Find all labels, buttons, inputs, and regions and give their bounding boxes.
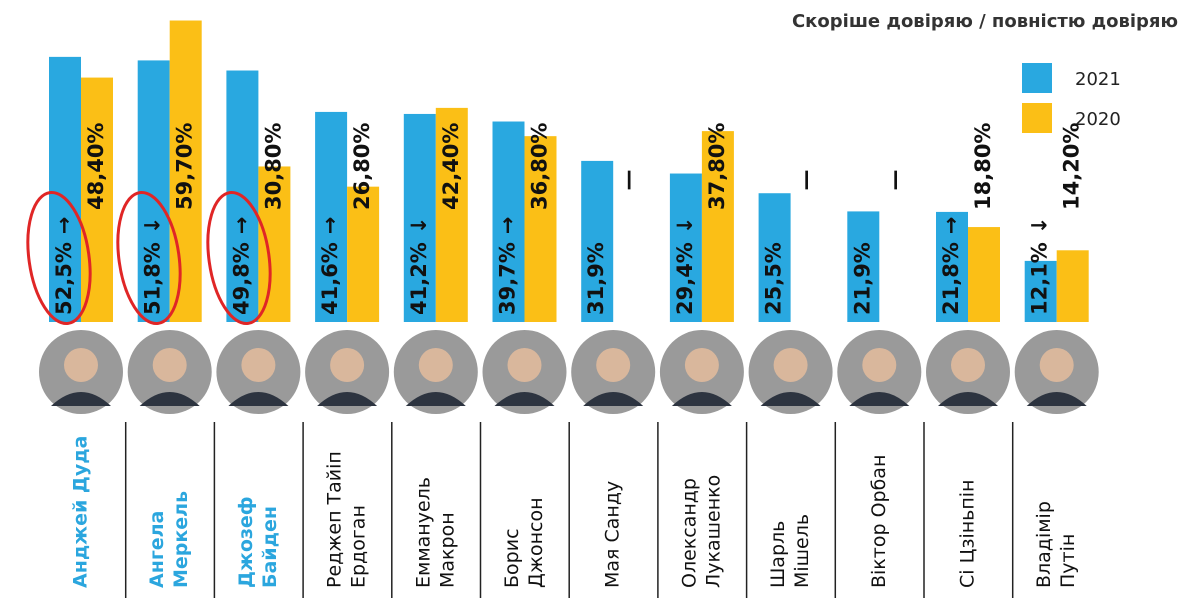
value-label-text: 41,2% (407, 242, 431, 315)
value-label: 48,40% (84, 123, 108, 210)
value-label-text: 21,9% (850, 242, 874, 315)
category-label: Еммануель (412, 477, 434, 588)
chart-title: Скоріше довіряю / повністю довіряю (792, 11, 1178, 32)
value-label: 25,5% (762, 242, 786, 315)
value-label-text: 12,1% (1028, 242, 1052, 315)
trend-arrow: → (229, 217, 253, 235)
portrait-face (774, 348, 808, 382)
value-label: 31,9% (584, 242, 608, 315)
value-label: 51,8% ↓ (141, 217, 165, 315)
bar (968, 227, 1000, 322)
value-label: 52,5% → (52, 217, 76, 315)
portrait-face (419, 348, 453, 382)
category-label: Владімір (1033, 501, 1055, 588)
chart: Скоріше довіряю / повністю довіряю 2021 2… (0, 0, 1183, 598)
legend-swatch (1022, 103, 1052, 133)
portrait-face (596, 348, 630, 382)
value-label: 30,80% (261, 123, 285, 210)
value-label: 41,2% ↓ (407, 217, 431, 315)
category-label: Ангела (146, 511, 168, 588)
category-label: Мая Санду (602, 481, 624, 588)
category-label: Байден (259, 506, 281, 588)
value-label: 37,80% (705, 123, 729, 210)
value-label: 18,80% (971, 123, 995, 210)
portrait-face (241, 348, 275, 382)
portrait-face (1040, 348, 1074, 382)
value-label-text: 41,6% (318, 242, 342, 315)
trend-arrow: ↓ (1028, 217, 1052, 235)
category-label: Анджей Дуда (70, 436, 92, 588)
trend-arrow: → (318, 217, 342, 235)
trend-arrow: → (52, 217, 76, 235)
category-label: Сі Цзіньпін (957, 480, 979, 588)
category-label: Віктор Орбан (868, 455, 890, 588)
category-label: Реджеп Тайіп (324, 451, 346, 588)
trend-arrow: ↓ (141, 217, 165, 235)
value-label: 21,9% (850, 242, 874, 315)
portrait-face (951, 348, 985, 382)
trend-arrow: → (496, 217, 520, 235)
portrait-face (64, 348, 98, 382)
value-label: — (616, 170, 640, 191)
value-label: — (794, 170, 818, 191)
category-label: Путін (1057, 534, 1079, 588)
value-label: 59,70% (173, 123, 197, 210)
category-label: Меркель (170, 491, 192, 588)
value-label-text: 29,4% (673, 242, 697, 315)
value-label-text: 39,7% (496, 242, 520, 315)
category-label: Борис (501, 528, 523, 588)
trend-arrow: ↓ (407, 217, 431, 235)
portrait-face (508, 348, 542, 382)
value-label: 14,20% (1060, 123, 1084, 210)
portrait-face (153, 348, 187, 382)
value-label: 29,4% ↓ (673, 217, 697, 315)
value-label: 36,80% (528, 123, 552, 210)
value-label: 42,40% (439, 123, 463, 210)
value-label-text: 52,5% (52, 242, 76, 315)
value-label: 26,80% (350, 123, 374, 210)
value-label: 49,8% → (229, 217, 253, 315)
legend-swatch (1022, 63, 1052, 93)
bar (1057, 250, 1089, 322)
category-label: Ердоган (348, 505, 370, 588)
category-label: Джонсон (525, 497, 547, 588)
category-label: Макрон (436, 512, 458, 588)
value-label: 21,8% → (939, 217, 963, 315)
portrait-face (330, 348, 364, 382)
value-label-text: 49,8% (229, 242, 253, 315)
value-label: 41,6% → (318, 217, 342, 315)
portrait-face (862, 348, 896, 382)
value-label-text: 31,9% (584, 242, 608, 315)
category-label: Лукашенко (702, 475, 724, 588)
category-label: Джозеф (235, 496, 257, 588)
category-label: Мішель (791, 514, 813, 588)
legend-label: 2021 (1075, 69, 1121, 90)
value-label-text: 51,8% (141, 242, 165, 315)
trend-arrow: ↓ (673, 217, 697, 235)
portrait-face (685, 348, 719, 382)
value-label: — (882, 170, 906, 191)
value-label: 12,1% ↓ (1028, 217, 1052, 315)
category-label: Олександр (678, 478, 700, 588)
value-label-text: 25,5% (762, 242, 786, 315)
value-label: 39,7% → (496, 217, 520, 315)
value-label-text: 21,8% (939, 242, 963, 315)
category-label: Шарль (767, 521, 789, 588)
trend-arrow: → (939, 217, 963, 235)
